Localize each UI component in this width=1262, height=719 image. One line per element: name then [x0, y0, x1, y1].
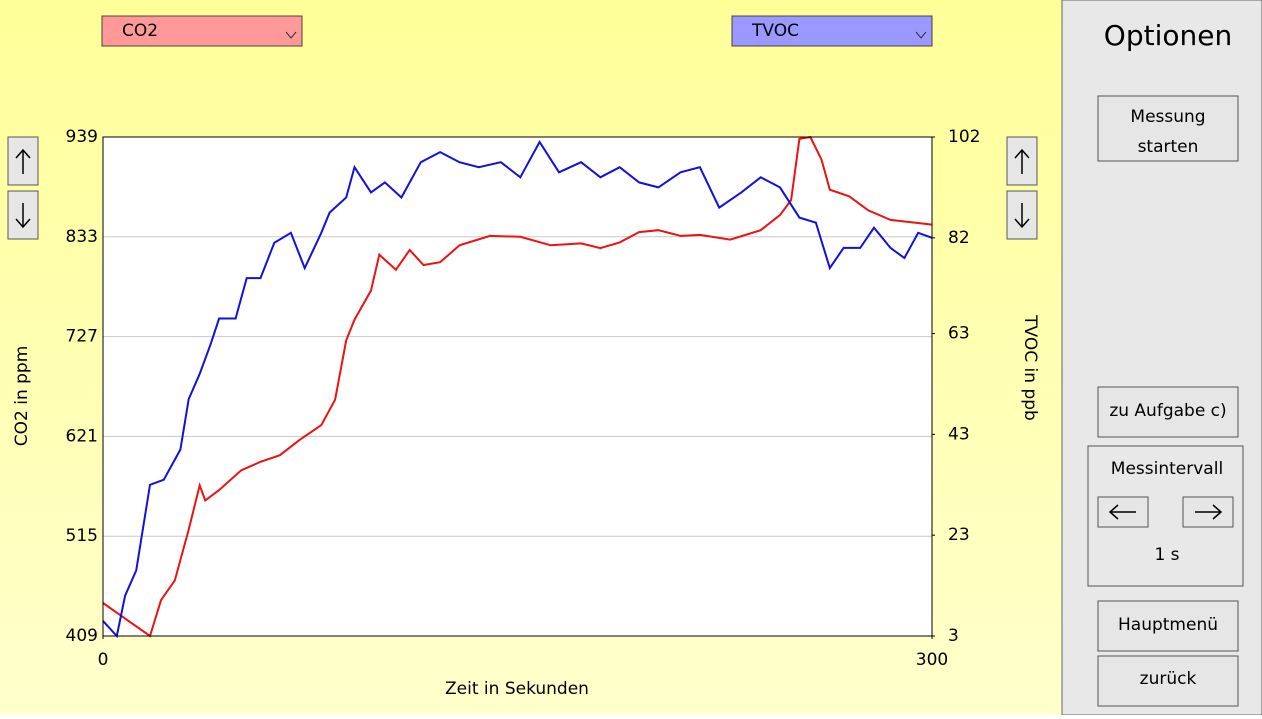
button-label: Messung — [1130, 107, 1205, 127]
y2-tick-label: 3 — [948, 626, 959, 646]
y-tick-label: 621 — [66, 426, 98, 446]
interval-decrease[interactable] — [1097, 496, 1149, 528]
button-label: starten — [1138, 137, 1199, 157]
data-line — [102, 140, 933, 639]
y2-tick-label: 82 — [948, 228, 970, 248]
menu-button[interactable]: Hauptmenü — [1097, 600, 1239, 652]
plot-area — [103, 137, 932, 636]
y2-tick-label: 102 — [948, 127, 980, 147]
button-label: zurück — [1140, 669, 1197, 689]
y-axis-label: CO2 in ppm — [12, 346, 32, 447]
start-button[interactable]: Messung starten — [1097, 95, 1239, 162]
left-down-button[interactable] — [7, 190, 39, 240]
button-label: Hauptmenü — [1118, 615, 1218, 635]
select-label: CO2 — [122, 21, 158, 41]
y-tick-label: 515 — [66, 526, 98, 546]
task-button[interactable]: zu Aufgabe c) — [1097, 386, 1239, 438]
y-tick-label: 727 — [66, 327, 98, 347]
y-tick-label: 833 — [66, 227, 98, 247]
x-tick-label: 0 — [98, 650, 109, 670]
co2-select[interactable]: CO2 — [101, 15, 303, 47]
left-up-button[interactable] — [7, 136, 39, 186]
right-up-button[interactable] — [1006, 136, 1038, 186]
back-button[interactable]: zurück — [1097, 655, 1239, 707]
right-down-button[interactable] — [1006, 190, 1038, 240]
y-tick-label: 939 — [66, 127, 98, 147]
select-label: TVOC — [751, 21, 799, 41]
tvoc-select[interactable]: TVOC — [731, 15, 933, 47]
y2-tick-label: 43 — [948, 424, 970, 444]
plot-frame — [102, 136, 933, 637]
button-label: zu Aufgabe c) — [1109, 401, 1226, 421]
y2-tick-label: 23 — [948, 525, 970, 545]
x-axis-label: Zeit in Sekunden — [445, 679, 589, 699]
interval-label: Messintervall — [1111, 459, 1223, 479]
interval-value: 1 s — [1154, 545, 1179, 565]
data-line — [102, 135, 933, 638]
y-tick-label: 409 — [66, 626, 98, 646]
sidebar-title: Optionen — [1104, 19, 1232, 52]
y2-tick-label: 63 — [948, 324, 970, 344]
interval-increase[interactable] — [1182, 496, 1234, 528]
x-tick-label: 300 — [916, 650, 948, 670]
y2-axis-label: TVOC in ppb — [1020, 314, 1040, 421]
